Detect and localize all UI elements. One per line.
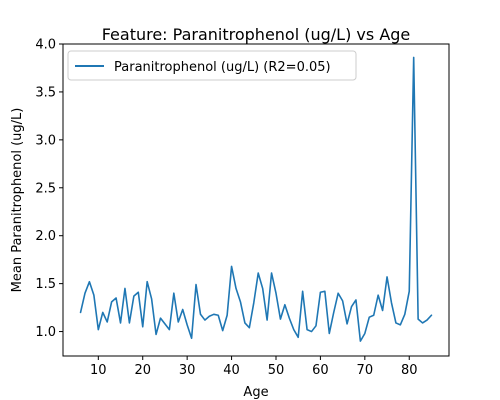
x-tick-label: 70 (357, 363, 374, 378)
y-tick-label: 1.0 (35, 325, 56, 340)
x-tick-label: 10 (90, 363, 107, 378)
x-tick-label: 60 (312, 363, 329, 378)
x-tick-label: 50 (268, 363, 285, 378)
plot-frame (62, 43, 450, 357)
chart-title: Feature: Paranitrophenol (ug/L) vs Age (102, 25, 411, 44)
x-tick-label: 20 (134, 363, 151, 378)
legend-box (67, 50, 357, 81)
y-tick-label: 3.5 (35, 85, 56, 100)
plot-area (79, 56, 433, 342)
x-axis: 10 20 30 40 50 60 70 80 (90, 356, 418, 378)
y-tick-label: 3.0 (35, 133, 56, 148)
series-line (79, 56, 433, 342)
x-tick-label: 40 (223, 363, 240, 378)
y-tick-label: 2.0 (35, 229, 56, 244)
y-tick-label: 2.5 (35, 181, 56, 196)
y-axis-label: Mean Paranitrophenol (ug/L) (10, 108, 25, 293)
y-axis: 1.0 1.5 2.0 2.5 3.0 3.5 4.0 (35, 38, 63, 340)
y-tick-label: 1.5 (35, 277, 56, 292)
y-tick-label: 4.0 (35, 38, 56, 53)
x-tick-label: 80 (401, 363, 418, 378)
legend-label: Paranitrophenol (ug/L) (R2=0.05) (114, 60, 331, 75)
x-tick-label: 30 (179, 363, 196, 378)
legend: Paranitrophenol (ug/L) (R2=0.05) (67, 50, 357, 81)
x-axis-label: Age (243, 385, 268, 400)
